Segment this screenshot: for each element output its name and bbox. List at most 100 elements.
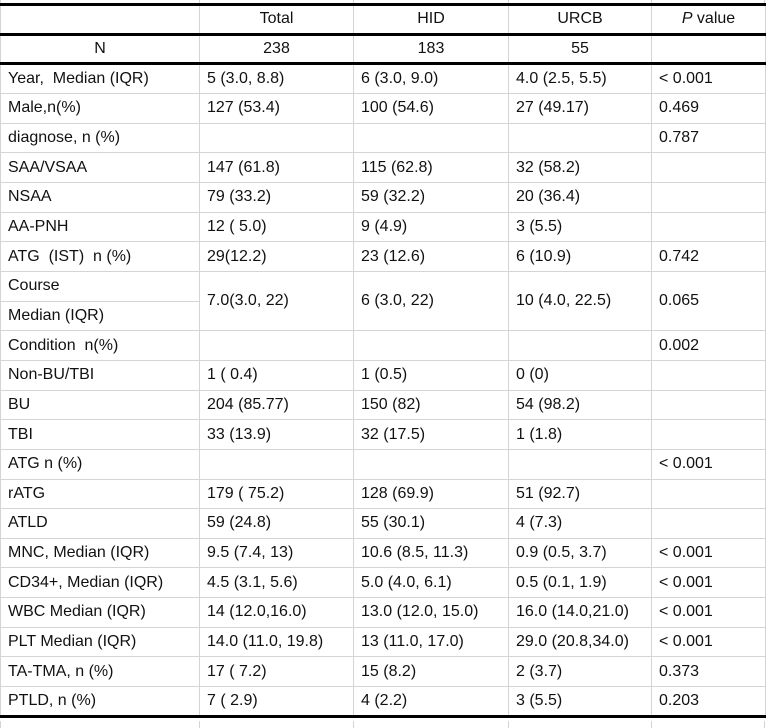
cell-total: 12 ( 5.0) xyxy=(199,211,354,243)
cell-urcb: 4.0 (2.5, 5.5) xyxy=(508,63,652,94)
table-row: SAA/VSAA 147 (61.8) 115 (62.8) 32 (58.2) xyxy=(0,152,766,183)
cell-total: 14.0 (11.0, 19.8) xyxy=(199,626,354,658)
cell-urcb xyxy=(508,330,652,361)
cell-urcb: 51 (92.7) xyxy=(508,478,652,510)
cell-p xyxy=(651,478,766,510)
cell-total: 7.0(3.0, 22) xyxy=(199,270,354,332)
row-label: CD34+, Median (IQR) xyxy=(0,567,200,599)
cell-total: 127 (53.4) xyxy=(199,92,354,124)
cell-p: < 0.001 xyxy=(651,537,766,569)
cell-urcb: 1 (1.8) xyxy=(508,419,652,450)
table-row: WBC Median (IQR) 14 (12.0,16.0) 13.0 (12.0… xyxy=(0,597,766,628)
cell-urcb: 16.0 (14.0,21.0) xyxy=(508,597,652,628)
cell-p: 0.203 xyxy=(651,686,766,717)
cell-hid: 23 (12.6) xyxy=(353,241,509,272)
table-row: TA-TMA, n (%) 17 ( 7.2) 15 (8.2) 2 (3.7) 0.3… xyxy=(0,656,766,688)
row-label: PLT Median (IQR) xyxy=(0,626,200,658)
cell-total: 59 (24.8) xyxy=(199,508,354,539)
cell-p: 0.787 xyxy=(651,122,766,154)
cell-p: < 0.001 xyxy=(651,448,766,480)
table-row: PTLD, n (%) 7 ( 2.9) 4 (2.2) 3 (5.5) 0.203 xyxy=(0,686,766,717)
cell-p: 0.469 xyxy=(651,92,766,124)
cell-p: 0.373 xyxy=(651,656,766,688)
row-label: PTLD, n (%) xyxy=(0,686,200,717)
gridline-stub xyxy=(651,0,652,4)
gridline-stub xyxy=(0,0,1,4)
cell-p xyxy=(651,211,766,243)
row-label: ATG n (%) xyxy=(0,448,200,480)
cell-hid xyxy=(353,330,509,361)
cell-hid: 55 (30.1) xyxy=(353,508,509,539)
row-label: Non-BU/TBI xyxy=(0,359,200,391)
row-label: Condition n(%) xyxy=(0,330,200,361)
row-label: AA-PNH xyxy=(0,211,200,243)
cell-p: < 0.001 xyxy=(651,626,766,658)
cell-p: 0.065 xyxy=(651,270,766,332)
cell-total: 29(12.2) xyxy=(199,241,354,272)
cell-total: 17 ( 7.2) xyxy=(199,656,354,688)
table-row: CD34+, Median (IQR) 4.5 (3.1, 5.6) 5.0 (4.… xyxy=(0,567,766,599)
table-row: ATG n (%) < 0.001 xyxy=(0,448,766,480)
cell-p xyxy=(651,359,766,391)
gridline-stub xyxy=(764,0,765,4)
cell-hid: 5.0 (4.0, 6.1) xyxy=(353,567,509,599)
cell-urcb: 4 (7.3) xyxy=(508,508,652,539)
row-label: NSAA xyxy=(0,181,200,213)
gridline-stub xyxy=(199,0,200,4)
row-label: SAA/VSAA xyxy=(0,152,200,183)
cell-hid: 6 (3.0, 22) xyxy=(353,270,509,332)
cell-hid: 10.6 (8.5, 11.3) xyxy=(353,537,509,569)
table-row: rATG 179 ( 75.2) 128 (69.9) 51 (92.7) xyxy=(0,478,766,510)
table-header: Total HID URCB P value xyxy=(0,4,766,36)
row-label: TA-TMA, n (%) xyxy=(0,656,200,688)
cell-hid: 15 (8.2) xyxy=(353,656,509,688)
cell-total: 147 (61.8) xyxy=(199,152,354,183)
cell-hid: 150 (82) xyxy=(353,389,509,421)
gridline-stub xyxy=(508,721,509,728)
header-p-value: P value xyxy=(651,4,766,36)
cell-total: 4.5 (3.1, 5.6) xyxy=(199,567,354,599)
cell-hid: 59 (32.2) xyxy=(353,181,509,213)
cell-urcb: 54 (98.2) xyxy=(508,389,652,421)
gridline-stub xyxy=(353,721,354,728)
cell-total: 9.5 (7.4, 13) xyxy=(199,537,354,569)
table-row: Condition n(%) 0.002 xyxy=(0,330,766,361)
cell-hid xyxy=(353,448,509,480)
cell-total: 238 xyxy=(199,33,354,66)
header-urcb: URCB xyxy=(508,4,652,36)
cell-p xyxy=(651,33,766,66)
table-row: Course 7.0(3.0, 22) 6 (3.0, 22) 10 (4.0, 22… xyxy=(0,270,766,332)
header-row: Total HID URCB P value xyxy=(0,4,766,36)
table-row: Year, Median (IQR) 5 (3.0, 8.8) 6 (3.0, 9.… xyxy=(0,63,766,94)
cell-urcb: 3 (5.5) xyxy=(508,211,652,243)
cell-urcb: 0.5 (0.1, 1.9) xyxy=(508,567,652,599)
cell-total: 1 ( 0.4) xyxy=(199,359,354,391)
cell-urcb: 0 (0) xyxy=(508,359,652,391)
table-row: PLT Median (IQR) 14.0 (11.0, 19.8) 13 (11.… xyxy=(0,626,766,658)
cell-urcb: 55 xyxy=(508,33,652,66)
cell-hid: 100 (54.6) xyxy=(353,92,509,124)
cell-urcb: 32 (58.2) xyxy=(508,152,652,183)
cell-p xyxy=(651,181,766,213)
cell-total: 179 ( 75.2) xyxy=(199,478,354,510)
table-row: Male,n(%) 127 (53.4) 100 (54.6) 27 (49.17) 0… xyxy=(0,92,766,124)
cell-total xyxy=(199,448,354,480)
cell-hid: 32 (17.5) xyxy=(353,419,509,450)
gridline-stub xyxy=(764,721,765,728)
row-label: Male,n(%) xyxy=(0,92,200,124)
cell-hid: 128 (69.9) xyxy=(353,478,509,510)
row-label: Year, Median (IQR) xyxy=(0,63,200,94)
row-label: TBI xyxy=(0,419,200,450)
row-label: WBC Median (IQR) xyxy=(0,597,200,628)
row-label: ATG (IST) n (%) xyxy=(0,241,200,272)
row-label: Median (IQR) xyxy=(0,300,200,332)
cell-total xyxy=(199,330,354,361)
cell-urcb: 3 (5.5) xyxy=(508,686,652,717)
gridline-stub xyxy=(353,0,354,4)
cell-urcb: 29.0 (20.8,34.0) xyxy=(508,626,652,658)
cell-total: 14 (12.0,16.0) xyxy=(199,597,354,628)
cell-total: 33 (13.9) xyxy=(199,419,354,450)
cell-p: < 0.001 xyxy=(651,63,766,94)
cell-hid: 1 (0.5) xyxy=(353,359,509,391)
